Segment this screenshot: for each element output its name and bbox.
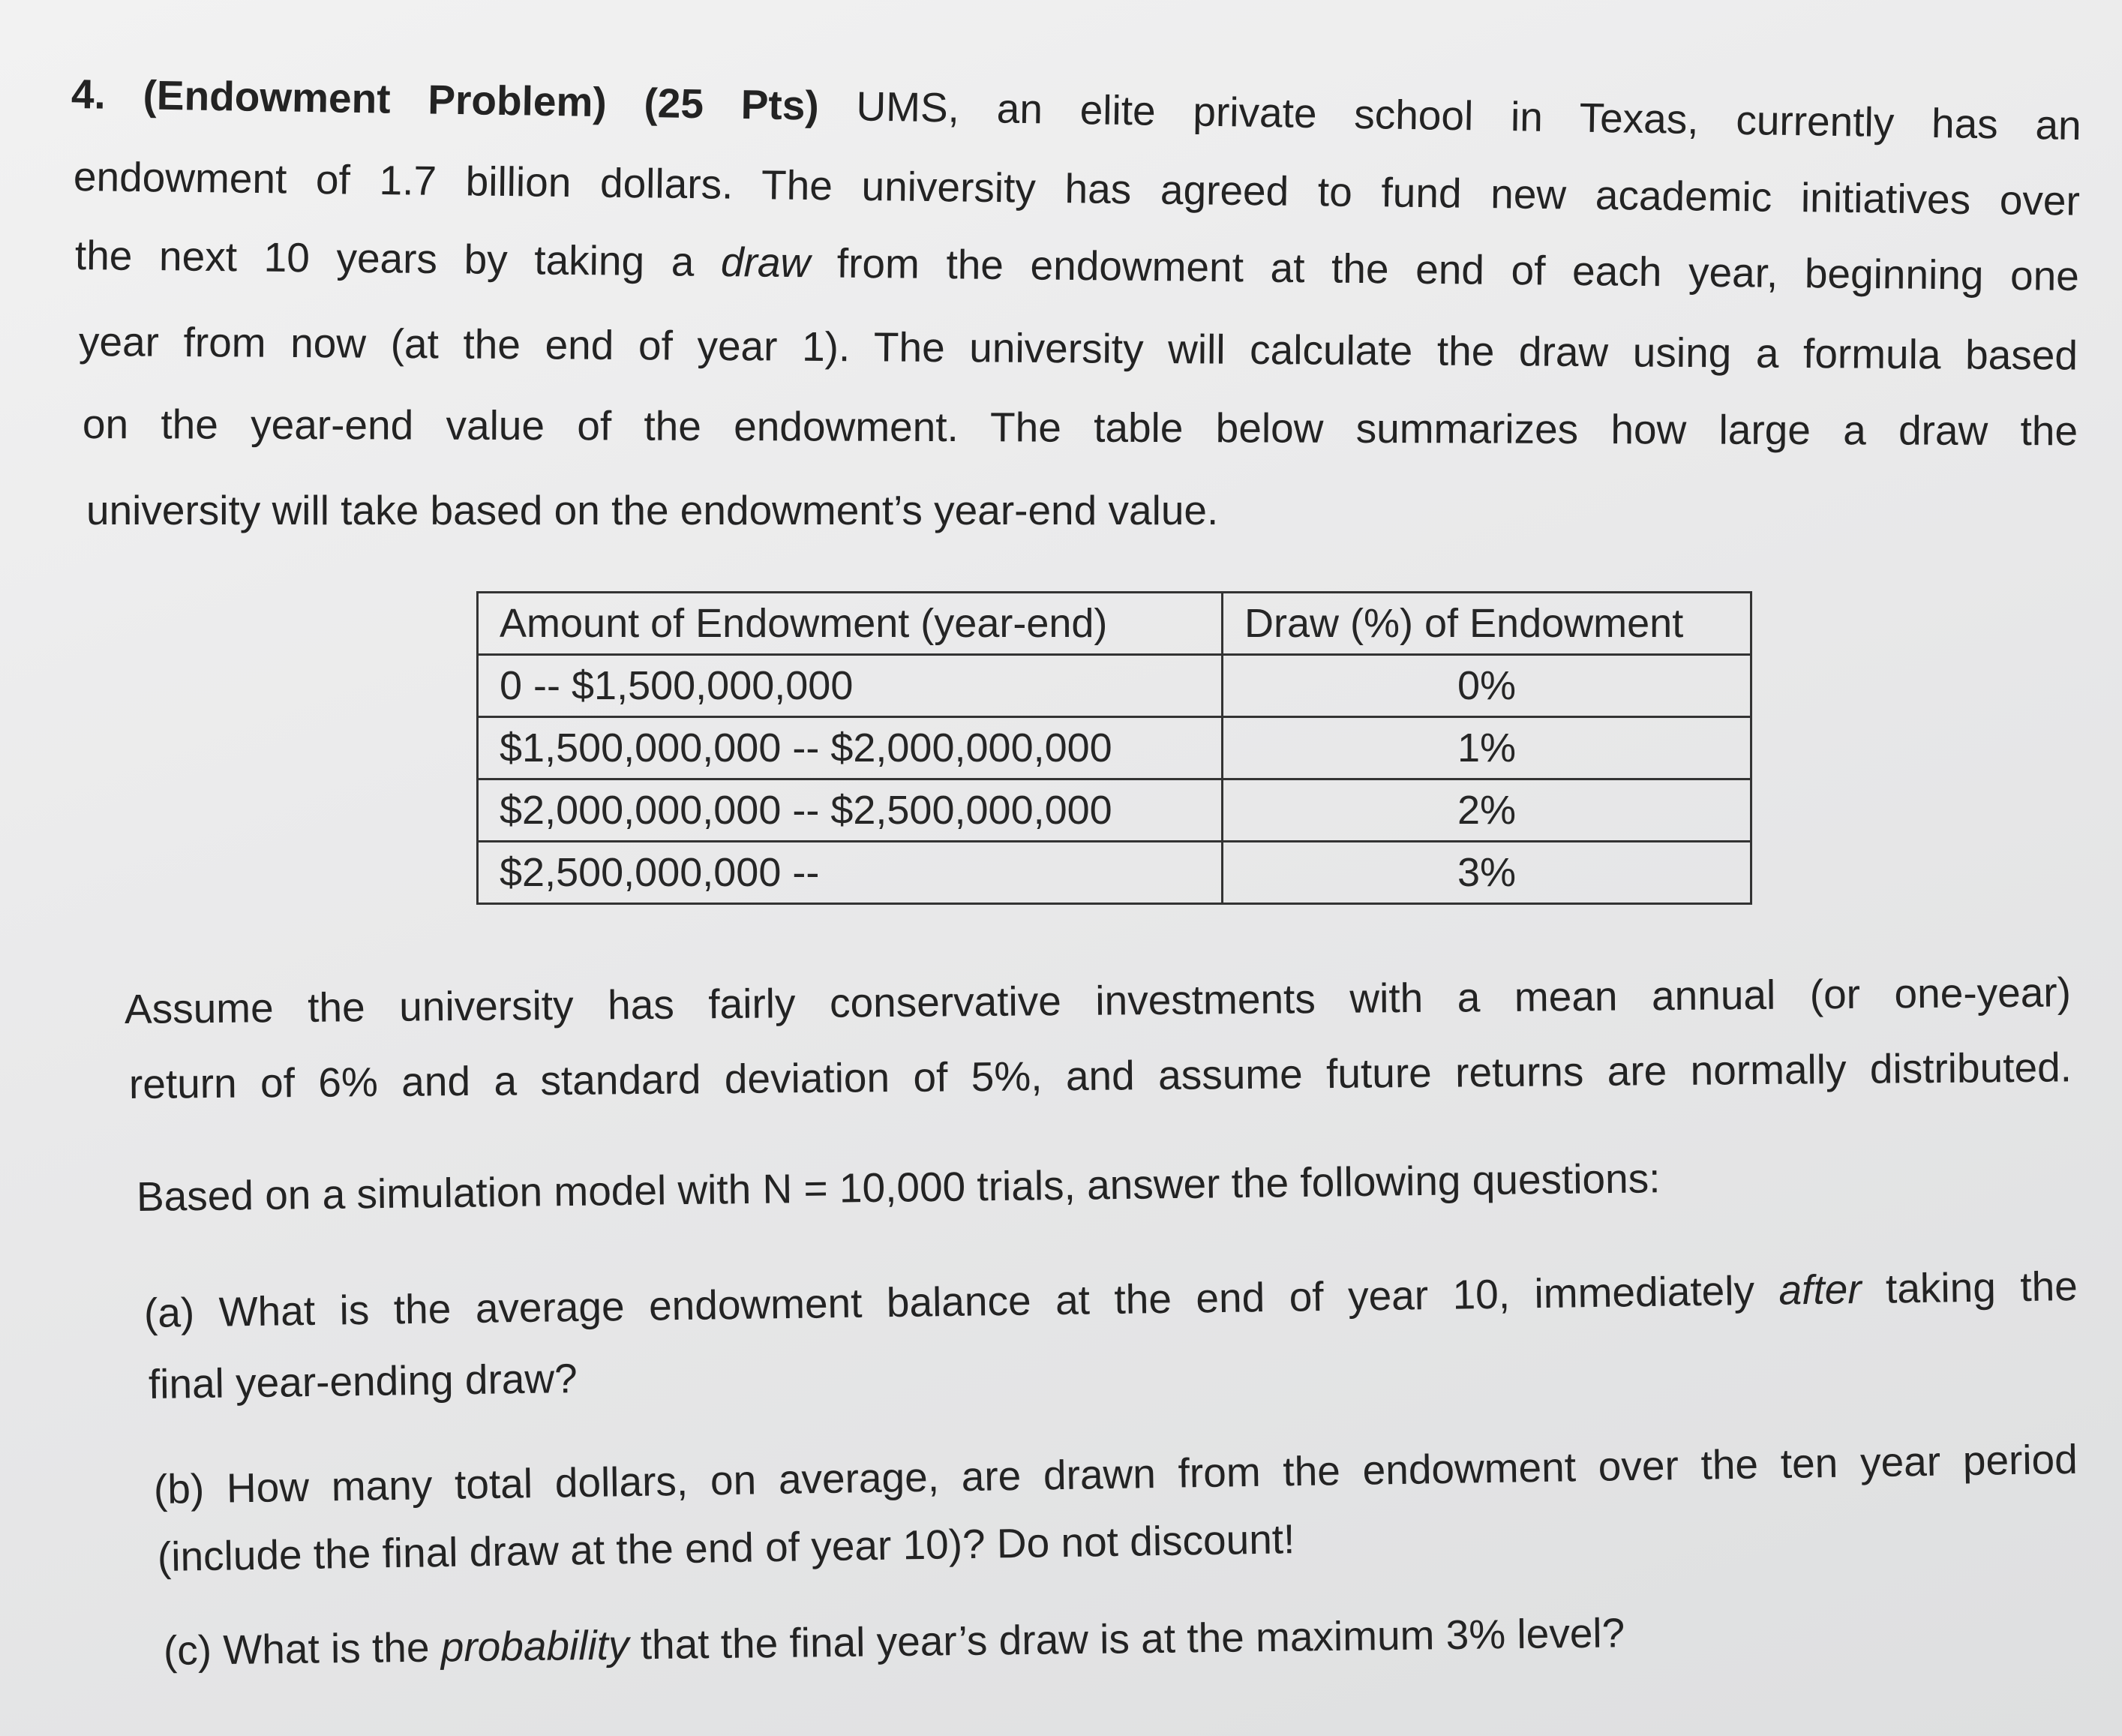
question-a: (a) What is the average endowment balanc… [143, 1263, 2078, 1336]
draw-cell: 0% [1221, 653, 1752, 718]
problem-line: year from now (at the end of year 1). Th… [78, 318, 2078, 379]
table-header-row: Amount of Endowment (year-end) Draw (%) … [476, 591, 1752, 656]
problem-line: the next 10 years by taking a draw from … [74, 232, 2080, 299]
amount-cell: $2,500,000,000 -- [476, 840, 1223, 905]
draw-cell: 2% [1221, 778, 1752, 842]
amount-cell: 0 -- $1,500,000,000 [476, 653, 1223, 718]
question-a-cont: final year-ending draw? [148, 1355, 578, 1407]
draw-table: Amount of Endowment (year-end) Draw (%) … [476, 591, 1752, 905]
amount-cell: $1,500,000,000 -- $2,000,000,000 [476, 716, 1223, 780]
problem-heading: 4. (Endowment Problem) (25 Pts) [71, 71, 820, 129]
draw-cell: 3% [1221, 840, 1752, 905]
table-row: $2,500,000,000 -- 3% [476, 840, 1752, 905]
assume-line: return of 6% and a standard deviation of… [128, 1044, 2072, 1107]
problem-line: 4. (Endowment Problem) (25 Pts) UMS, an … [71, 71, 2082, 149]
amount-cell: $2,000,000,000 -- $2,500,000,000 [476, 778, 1223, 842]
draw-cell: 1% [1221, 716, 1752, 780]
problem-line: on the year-end value of the endowment. … [82, 401, 2078, 455]
column-header: Amount of Endowment (year-end) [476, 591, 1223, 656]
column-header: Draw (%) of Endowment [1221, 591, 1752, 656]
question-b: (b) How many total dollars, on average, … [153, 1435, 2078, 1512]
question-c: (c) What is the probability that the fin… [163, 1609, 1625, 1674]
simulation-prompt: Based on a simulation model with N = 10,… [136, 1155, 1661, 1220]
question-b-cont: (include the final draw at the end of ye… [157, 1515, 1295, 1580]
table-row: $2,000,000,000 -- $2,500,000,000 2% [476, 778, 1752, 842]
problem-line: university will take based on the endowm… [86, 487, 1219, 533]
assume-line: Assume the university has fairly conserv… [124, 969, 2072, 1032]
table-row: 0 -- $1,500,000,000 0% [476, 653, 1752, 718]
table-row: $1,500,000,000 -- $2,000,000,000 1% [476, 716, 1752, 780]
problem-line: endowment of 1.7 billion dollars. The un… [73, 153, 2081, 224]
